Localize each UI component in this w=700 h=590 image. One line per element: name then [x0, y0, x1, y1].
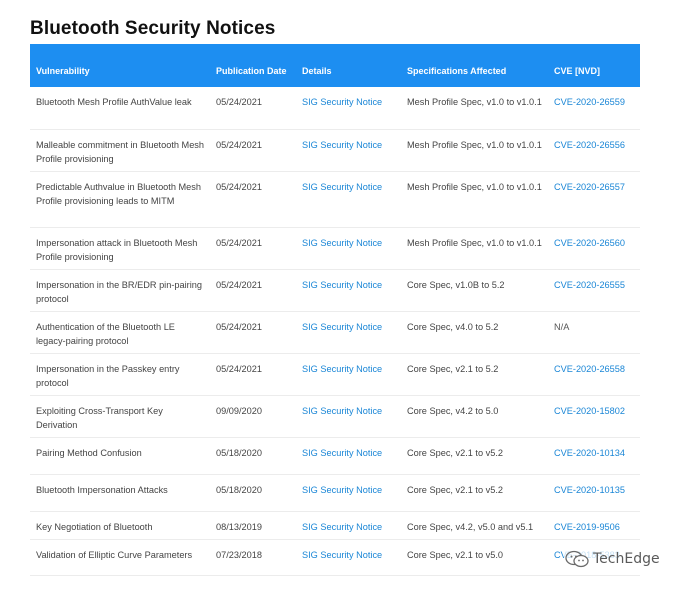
- column-header-publication-date: Publication Date: [216, 66, 287, 76]
- cell-vulnerability: Impersonation in the Passkey entry proto…: [36, 363, 180, 388]
- sig-security-notice-link[interactable]: SIG Security Notice: [302, 521, 383, 532]
- cell-vulnerability: Impersonation attack in Bluetooth Mesh P…: [36, 237, 198, 262]
- cell-specifications: Core Spec, v2.1 to v5.0: [407, 549, 504, 560]
- cell-specifications: Core Spec, v2.1 to v5.2: [407, 484, 504, 495]
- table-row: Bluetooth Impersonation Attacks 05/18/202…: [30, 474, 640, 511]
- cell-publication-date: 05/24/2021: [216, 321, 262, 332]
- table-row: Authentication of the Bluetooth LE legac…: [30, 311, 640, 353]
- cell-vulnerability: Impersonation in the BR/EDR pin-pairing …: [36, 279, 202, 304]
- cell-vulnerability: Bluetooth Mesh Profile AuthValue leak: [36, 97, 192, 107]
- sig-security-notice-link[interactable]: SIG Security Notice: [302, 321, 383, 332]
- watermark-text: TechEdge: [593, 551, 660, 567]
- cell-specifications: Mesh Profile Spec, v1.0 to v1.0.1: [407, 181, 542, 192]
- cell-specifications: Core Spec, v4.2, v5.0 and v5.1: [407, 521, 534, 532]
- table-row: Impersonation attack in Bluetooth Mesh P…: [30, 227, 640, 269]
- column-header-cve: CVE [NVD]: [554, 66, 601, 76]
- cell-specifications: Core Spec, v4.0 to 5.2: [407, 321, 499, 332]
- table-row: Pairing Method Confusion 05/18/2020 SIG Se…: [30, 437, 640, 474]
- cell-specifications: Core Spec, v4.2 to 5.0: [407, 405, 499, 416]
- cve-link[interactable]: CVE-2020-26555: [554, 279, 625, 290]
- cell-publication-date: 05/18/2020: [216, 447, 262, 458]
- table-row: Impersonation in the BR/EDR pin-pairing …: [30, 269, 640, 311]
- cve-link[interactable]: CVE-2020-26556: [554, 139, 625, 150]
- sig-security-notice-link[interactable]: SIG Security Notice: [302, 237, 383, 248]
- cell-specifications: Core Spec, v1.0B to 5.2: [407, 279, 505, 290]
- table-row: Key Negotiation of Bluetooth 08/13/2019 SI…: [30, 511, 640, 539]
- cell-vulnerability: Validation of Elliptic Curve Parameters: [36, 549, 193, 560]
- cell-vulnerability: Malleable commitment in Bluetooth Mesh P…: [36, 139, 205, 164]
- sig-security-notice-link[interactable]: SIG Security Notice: [302, 447, 383, 458]
- table-row: Predictable Authvalue in Bluetooth Mesh …: [30, 171, 640, 227]
- cell-specifications: Mesh Profile Spec, v1.0 to v1.0.1: [407, 237, 542, 248]
- sig-security-notice-link[interactable]: SIG Security Notice: [302, 363, 383, 374]
- cell-publication-date: 05/24/2021: [216, 237, 262, 248]
- cve-link[interactable]: CVE-2019-9506: [554, 521, 620, 532]
- table-row: Impersonation in the Passkey entry proto…: [30, 353, 640, 395]
- cve-link[interactable]: CVE-2020-10134: [554, 447, 625, 458]
- cell-publication-date: 08/13/2019: [216, 521, 262, 532]
- column-header-specifications: Specifications Affected: [407, 66, 507, 76]
- cve-link[interactable]: CVE-2020-15802: [554, 405, 625, 416]
- table-header: Vulnerability Publication Date Details S…: [30, 44, 640, 87]
- column-header-details: Details: [302, 66, 332, 76]
- cell-publication-date: 05/24/2021: [216, 363, 262, 374]
- cell-specifications: Core Spec, v2.1 to v5.2: [407, 447, 504, 458]
- cve-link[interactable]: CVE-2020-10135: [554, 484, 625, 495]
- table-row: Exploiting Cross-Transport Key Derivatio…: [30, 395, 640, 437]
- sig-security-notice-link[interactable]: SIG Security Notice: [302, 97, 383, 107]
- table-row: Validation of Elliptic Curve Parameters 0…: [30, 539, 640, 575]
- cell-vulnerability: Bluetooth Impersonation Attacks: [36, 484, 168, 495]
- cell-vulnerability: Predictable Authvalue in Bluetooth Mesh …: [36, 181, 201, 206]
- sig-security-notice-link[interactable]: SIG Security Notice: [302, 139, 383, 150]
- table-row: Malleable commitment in Bluetooth Mesh P…: [30, 129, 640, 171]
- watermark: TechEdge: [564, 547, 664, 571]
- cell-vulnerability: Pairing Method Confusion: [36, 447, 142, 458]
- wechat-icon: [565, 550, 589, 568]
- sig-security-notice-link[interactable]: SIG Security Notice: [302, 181, 383, 192]
- cell-publication-date: 07/23/2018: [216, 549, 262, 560]
- cve-link[interactable]: CVE-2020-26559: [554, 97, 625, 107]
- cve-link[interactable]: CVE-2020-26560: [554, 237, 625, 248]
- cell-publication-date: 05/24/2021: [216, 279, 262, 290]
- table-body: Bluetooth Mesh Profile AuthValue leak 05/…: [30, 87, 640, 575]
- cell-vulnerability: Exploiting Cross-Transport Key Derivatio…: [36, 405, 163, 430]
- sig-security-notice-link[interactable]: SIG Security Notice: [302, 279, 383, 290]
- cell-publication-date: 05/24/2021: [216, 97, 262, 107]
- cell-publication-date: 05/18/2020: [216, 484, 262, 495]
- cve-link[interactable]: CVE-2020-26557: [554, 181, 625, 192]
- sig-security-notice-link[interactable]: SIG Security Notice: [302, 484, 383, 495]
- table-row: Bluetooth Mesh Profile AuthValue leak 05/…: [30, 87, 640, 129]
- cell-specifications: Core Spec, v2.1 to 5.2: [407, 363, 499, 374]
- sig-security-notice-link[interactable]: SIG Security Notice: [302, 549, 383, 560]
- cell-specifications: Mesh Profile Spec, v1.0 to v1.0.1: [407, 139, 542, 150]
- security-notices-table: Vulnerability Publication Date Details S…: [30, 44, 640, 576]
- cell-vulnerability: Key Negotiation of Bluetooth: [36, 521, 153, 532]
- column-header-vulnerability: Vulnerability: [36, 66, 90, 76]
- cell-publication-date: 05/24/2021: [216, 181, 262, 192]
- page-title: Bluetooth Security Notices: [30, 18, 276, 39]
- sig-security-notice-link[interactable]: SIG Security Notice: [302, 405, 383, 416]
- cell-specifications: Mesh Profile Spec, v1.0 to v1.0.1: [407, 97, 542, 107]
- cell-publication-date: 09/09/2020: [216, 405, 262, 416]
- cve-link: N/A: [554, 321, 570, 332]
- cell-vulnerability: Authentication of the Bluetooth LE legac…: [36, 321, 175, 346]
- cve-link[interactable]: CVE-2020-26558: [554, 363, 625, 374]
- cell-publication-date: 05/24/2021: [216, 139, 262, 150]
